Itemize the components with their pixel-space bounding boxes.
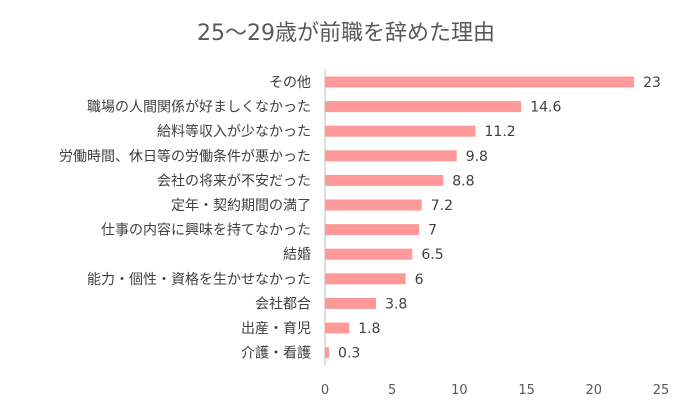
bar-5 — [325, 174, 444, 186]
data-label: 6.5 — [421, 247, 443, 263]
data-labels: 23 14.6 11.2 9.8 8.8 7.2 7 6.5 6 3.8 1.8 0.3 — [338, 75, 661, 362]
data-label: 1.8 — [358, 321, 380, 337]
data-label: 7 — [428, 223, 437, 239]
category-label: 定年・契約期間の満了 — [171, 198, 311, 214]
data-label: 23 — [643, 75, 661, 91]
category-label: 会社都合 — [255, 296, 311, 312]
x-tick-label: 0 — [321, 383, 329, 398]
bar-9 — [325, 273, 406, 285]
bar-1 — [325, 76, 635, 88]
data-label: 3.8 — [385, 296, 407, 312]
chart-title: 25〜29歳が前職を辞めた理由 — [197, 21, 495, 46]
category-label: 出産・育児 — [241, 321, 311, 337]
x-tick-label: 10 — [451, 383, 468, 398]
category-labels: その他職場の人間関係が好ましくなかった給料等収入が少なかった労働時間、休日等の労… — [59, 75, 311, 362]
data-label: 7.2 — [431, 198, 453, 214]
bar-7 — [325, 224, 420, 236]
bar-11 — [325, 322, 350, 334]
category-label: 労働時間、休日等の労働条件が悪かった — [59, 148, 311, 165]
category-label: 給料等収入が少なかった — [157, 123, 311, 140]
data-label: 6 — [415, 272, 424, 288]
category-label: 会社の将来が不安だった — [157, 173, 311, 189]
bars-layer — [324, 69, 635, 365]
bar-12 — [325, 347, 330, 359]
x-axis-ticks: 0 5 10 15 20 25 — [321, 383, 669, 398]
category-label: その他 — [269, 75, 311, 91]
x-tick-label: 25 — [653, 383, 670, 398]
data-label: 8.8 — [452, 173, 474, 189]
data-label: 0.3 — [338, 346, 360, 362]
category-label: 介護・看護 — [241, 346, 311, 362]
bar-6 — [325, 199, 422, 211]
data-label: 11.2 — [485, 124, 516, 140]
x-tick-label: 15 — [518, 383, 535, 398]
category-label: 結婚 — [283, 247, 311, 263]
x-tick-label: 5 — [388, 383, 396, 398]
category-label: 能力・個性・資格を生かせなかった — [87, 272, 311, 288]
bar-8 — [325, 248, 413, 260]
category-label: 職場の人間関係が好ましくなかった — [87, 100, 311, 116]
data-label: 14.6 — [530, 100, 561, 116]
category-label: 仕事の内容に興味を持てなかった — [101, 222, 311, 239]
bar-4 — [325, 150, 457, 162]
bar-2 — [325, 101, 522, 113]
x-tick-label: 20 — [586, 383, 603, 398]
data-label: 9.8 — [466, 149, 488, 165]
bar-10 — [325, 297, 377, 309]
bar-3 — [325, 125, 476, 137]
